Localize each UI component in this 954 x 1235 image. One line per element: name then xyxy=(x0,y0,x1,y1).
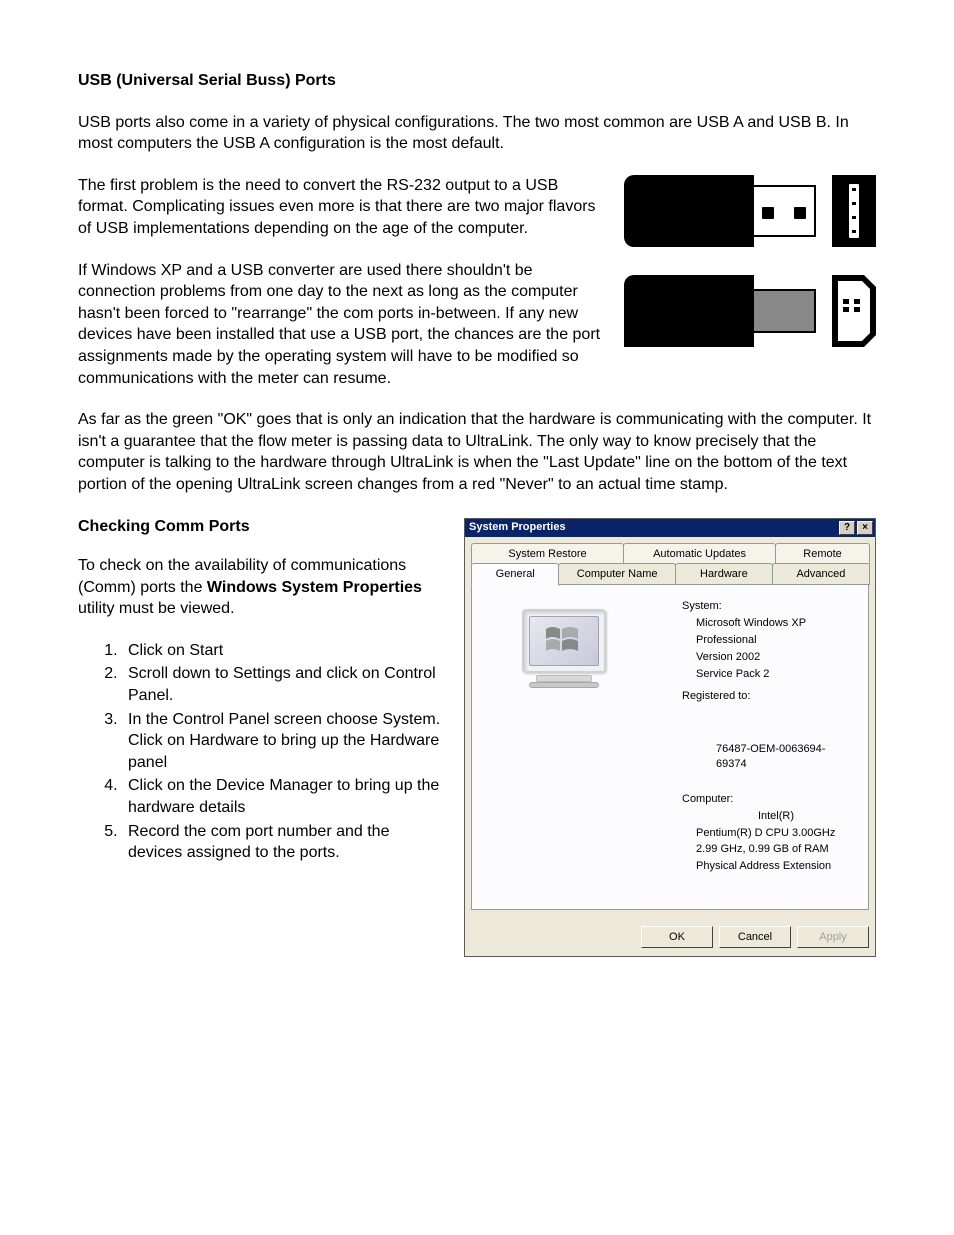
tab-hardware[interactable]: Hardware xyxy=(675,563,773,585)
close-icon[interactable]: × xyxy=(857,521,873,535)
product-id: 76487-OEM-0063694-69374 xyxy=(716,742,854,772)
windows-flag-icon xyxy=(544,623,584,659)
computer-line-2: 2.99 GHz, 0.99 GB of RAM xyxy=(696,842,854,857)
system-line-2: Version 2002 xyxy=(696,650,854,665)
para5-part-c: utility must be viewed. xyxy=(78,600,235,617)
apply-button[interactable]: Apply xyxy=(797,926,869,948)
tabs-row-front: General Computer Name Hardware Advanced xyxy=(471,563,869,585)
monitor-icon xyxy=(516,609,612,697)
system-line-1: Professional xyxy=(696,633,854,648)
tab-system-restore[interactable]: System Restore xyxy=(471,543,624,565)
ok-button[interactable]: OK xyxy=(641,926,713,948)
paragraph-1: USB ports also come in a variety of phys… xyxy=(78,112,876,155)
computer-line-3: Physical Address Extension xyxy=(696,859,854,874)
tabs-row-back: System Restore Automatic Updates Remote xyxy=(471,543,869,565)
cancel-button[interactable]: Cancel xyxy=(719,926,791,948)
para5-part-b: Windows System Properties xyxy=(207,579,422,596)
system-line-0: Microsoft Windows XP xyxy=(696,616,854,631)
paragraph-4: As far as the green "OK" goes that is on… xyxy=(78,409,876,495)
usb-b-figure xyxy=(624,275,876,347)
tab-remote[interactable]: Remote xyxy=(775,543,870,565)
registered-label: Registered to: xyxy=(682,689,854,704)
tab-advanced[interactable]: Advanced xyxy=(772,563,870,585)
tab-panel-general: System: Microsoft Windows XP Professiona… xyxy=(471,584,869,910)
help-icon[interactable]: ? xyxy=(839,521,855,535)
tab-computer-name[interactable]: Computer Name xyxy=(558,563,675,585)
computer-label: Computer: xyxy=(682,792,854,807)
dialog-titlebar: System Properties ? × xyxy=(465,519,875,537)
system-properties-dialog: System Properties ? × System Restore Aut… xyxy=(464,518,876,958)
system-label: System: xyxy=(682,599,854,614)
tab-automatic-updates[interactable]: Automatic Updates xyxy=(623,543,776,565)
system-line-3: Service Pack 2 xyxy=(696,667,854,682)
dialog-title-text: System Properties xyxy=(469,520,566,535)
computer-line-1: Pentium(R) D CPU 3.00GHz xyxy=(696,826,854,841)
dialog-button-row: OK Cancel Apply xyxy=(465,918,875,956)
tab-general[interactable]: General xyxy=(471,563,559,586)
usb-connector-figures xyxy=(624,175,876,347)
heading-usb: USB (Universal Serial Buss) Ports xyxy=(78,70,876,92)
usb-a-figure xyxy=(624,175,876,247)
computer-line-0: Intel(R) xyxy=(682,809,854,824)
